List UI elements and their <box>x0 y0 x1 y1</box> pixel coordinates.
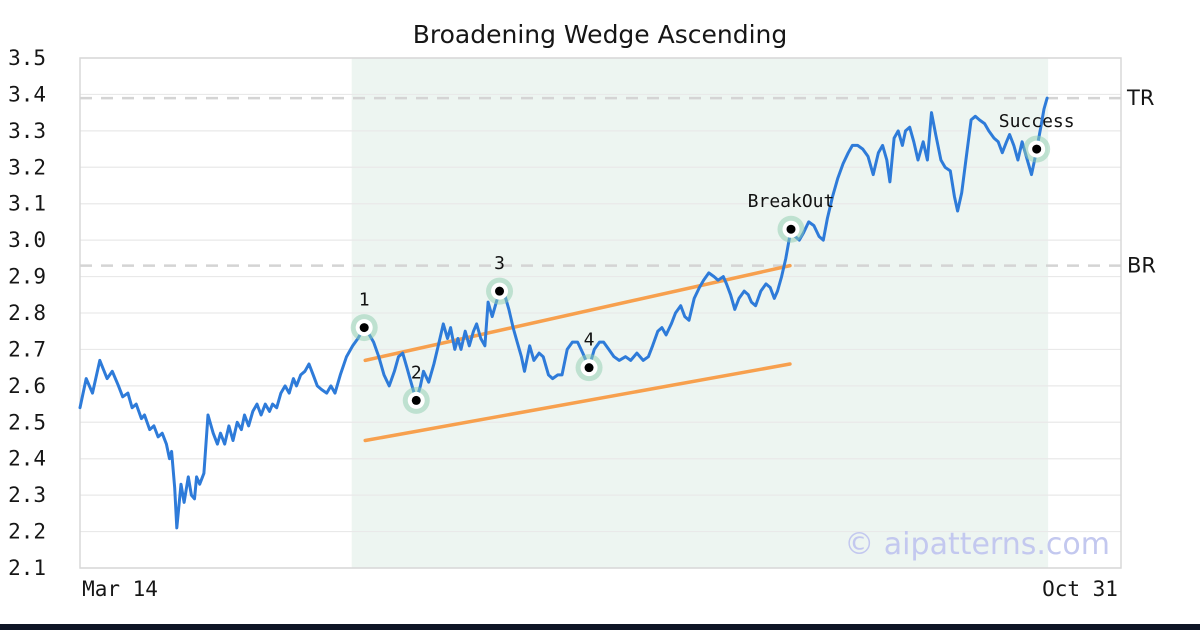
levels-layer: TR BR <box>80 86 1156 278</box>
wedge-trendline-lower <box>363 362 792 443</box>
gridlines-layer <box>80 57 1121 569</box>
watermark: © aipatterns.com <box>844 527 1110 562</box>
y-tick-label: 2.6 <box>8 374 46 398</box>
y-tick-label: 2.8 <box>8 301 46 325</box>
chart-title: Broadening Wedge Ascending <box>413 20 788 49</box>
marker-dot-2 <box>411 395 421 405</box>
y-tick-label: 2.7 <box>8 337 46 361</box>
price-line-layer <box>78 96 1049 530</box>
trendlines-layer <box>363 263 792 443</box>
annotation-label-success: Success <box>999 111 1075 132</box>
y-tick-label: 2.1 <box>8 556 46 580</box>
y-tick-label: 3.2 <box>8 155 46 179</box>
annotation-label-4: 4 <box>584 330 595 351</box>
price-line <box>78 96 1049 530</box>
annotation-label-1: 1 <box>359 290 370 311</box>
y-tick-label: 3.5 <box>8 46 46 70</box>
x-tick-start: Mar 14 <box>82 577 158 601</box>
y-tick-label: 3.3 <box>8 119 46 143</box>
annotation-label-3: 3 <box>494 253 505 274</box>
marker-dot-success <box>1032 144 1042 154</box>
annotation-label-2: 2 <box>411 362 422 383</box>
y-tick-label: 3.4 <box>8 82 46 106</box>
y-tick-labels: 2.1 2.2 2.3 2.4 2.5 2.6 2.7 2.8 2.9 3.0 3.1 3.2 3.3 3… <box>8 46 46 580</box>
y-tick-label: 2.2 <box>8 520 46 544</box>
annotation-label-breakout: BreakOut <box>748 191 835 212</box>
level-label-tr: TR <box>1126 86 1154 110</box>
y-tick-label: 2.9 <box>8 265 46 289</box>
marker-dot-4 <box>584 363 594 373</box>
wedge-trendline-upper <box>363 263 792 363</box>
y-tick-label: 3.0 <box>8 228 46 252</box>
y-tick-label: 2.4 <box>8 447 46 471</box>
markers-layer: 1 2 3 4 BreakOut Success <box>350 111 1075 414</box>
y-tick-label: 2.5 <box>8 410 46 434</box>
bottom-accent-bar <box>0 624 1200 630</box>
y-tick-label: 3.1 <box>8 192 46 216</box>
marker-dot-breakout <box>786 224 796 234</box>
level-label-br: BR <box>1127 254 1156 278</box>
x-tick-end: Oct 31 <box>1042 577 1118 601</box>
plot-border <box>79 57 1122 569</box>
y-tick-label: 2.3 <box>8 483 46 507</box>
marker-dot-1 <box>359 323 369 333</box>
marker-dot-3 <box>495 286 505 296</box>
